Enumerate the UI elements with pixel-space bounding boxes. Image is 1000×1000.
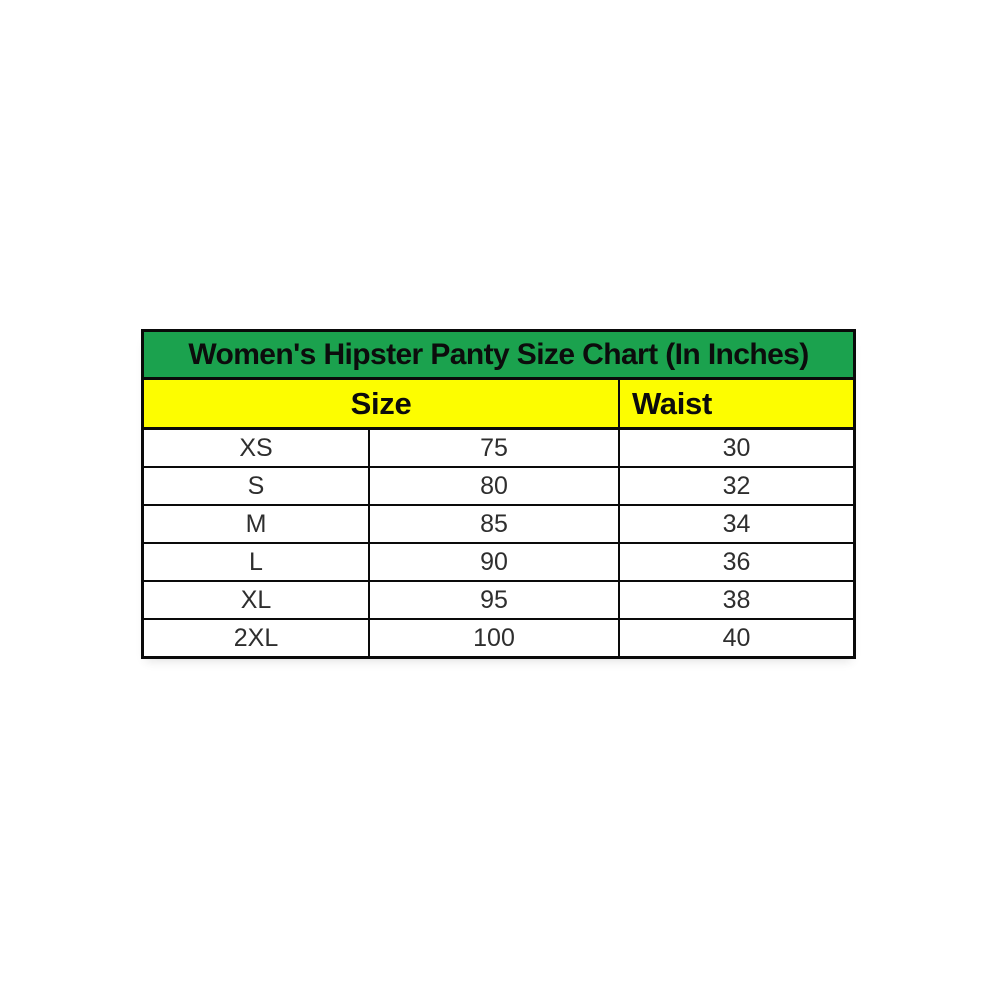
size-value-cell: 85 [368, 506, 618, 542]
table-row: 2XL 100 40 [144, 620, 853, 656]
waist-cell: 40 [618, 620, 853, 656]
table-row: M 85 34 [144, 506, 853, 544]
size-value-cell: 75 [368, 430, 618, 466]
table-title-bar: Women's Hipster Panty Size Chart (In Inc… [144, 332, 853, 380]
table-row: XS 75 30 [144, 430, 853, 468]
size-label-cell: M [245, 509, 267, 538]
table-row: XL 95 38 [144, 582, 853, 620]
size-value-cell: 90 [368, 544, 618, 580]
waist-cell: 32 [618, 468, 853, 504]
waist-cell: 34 [618, 506, 853, 542]
size-label-cell: XL [240, 585, 272, 614]
size-label-cell: L [249, 547, 263, 576]
size-label-cell: 2XL [233, 623, 279, 652]
waist-cell: 38 [618, 582, 853, 618]
waist-cell: 30 [618, 430, 853, 466]
header-cell-waist: Waist [618, 380, 853, 427]
table-row: L 90 36 [144, 544, 853, 582]
size-label-cell: S [247, 471, 265, 500]
size-value-cell: 95 [368, 582, 618, 618]
size-chart-table: Women's Hipster Panty Size Chart (In Inc… [141, 329, 856, 659]
size-value-cell: 80 [368, 468, 618, 504]
header-cell-size: Size [144, 380, 618, 427]
size-value-cell: 100 [368, 620, 618, 656]
table-header-row: Size Waist [144, 380, 853, 430]
table-title: Women's Hipster Panty Size Chart (In Inc… [188, 337, 809, 371]
header-label-waist: Waist [632, 385, 713, 421]
size-label-cell: XS [239, 433, 273, 462]
header-label-size: Size [350, 385, 412, 421]
table-row: S 80 32 [144, 468, 853, 506]
waist-cell: 36 [618, 544, 853, 580]
